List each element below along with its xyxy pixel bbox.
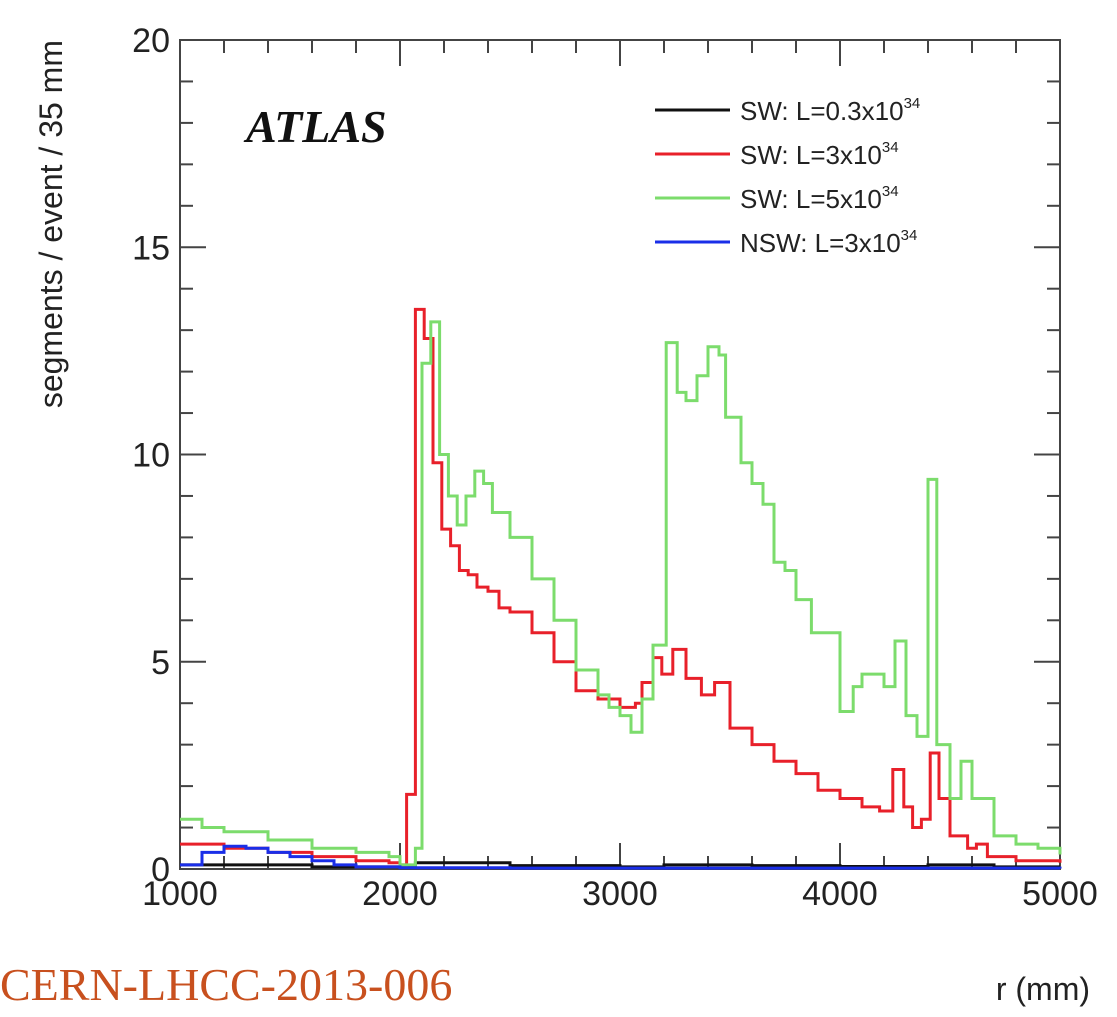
y-tick-label: 20: [132, 22, 170, 60]
x-tick-label: 4000: [802, 875, 878, 913]
y-axis-title: segments / event / 35 mm: [33, 40, 69, 408]
plot-frame: [179, 39, 1061, 870]
legend: SW: L=0.3x1034 SW: L=3x1034 SW: L=5x1034 NS…: [655, 95, 920, 258]
experiment-label: ATLAS: [243, 101, 387, 152]
axis-tick-labels: 1000 2000 3000 4000 5000 0 5 10 15 20: [132, 22, 1098, 913]
x-tick-label: 2000: [362, 875, 438, 913]
series-layer: [180, 307, 1062, 870]
y-tick-label: 0: [151, 851, 170, 889]
x-tick-label: 5000: [1022, 875, 1098, 913]
y-tick-label: 10: [132, 437, 170, 475]
legend-label: NSW: L=3x1034: [740, 227, 917, 258]
series-line: [180, 320, 1062, 867]
legend-label: SW: L=3x1034: [740, 139, 899, 170]
source-note: CERN-LHCC-2013-006: [0, 959, 453, 1010]
x-tick-label: 3000: [582, 875, 658, 913]
y-tick-label: 15: [132, 229, 170, 267]
y-tick-label: 5: [151, 644, 170, 682]
x-tick-label: 1000: [142, 875, 218, 913]
x-axis-title: r (mm): [996, 971, 1090, 1007]
series-line: [180, 844, 1062, 870]
legend-label: SW: L=5x1034: [740, 183, 899, 214]
legend-label: SW: L=0.3x1034: [740, 95, 920, 126]
